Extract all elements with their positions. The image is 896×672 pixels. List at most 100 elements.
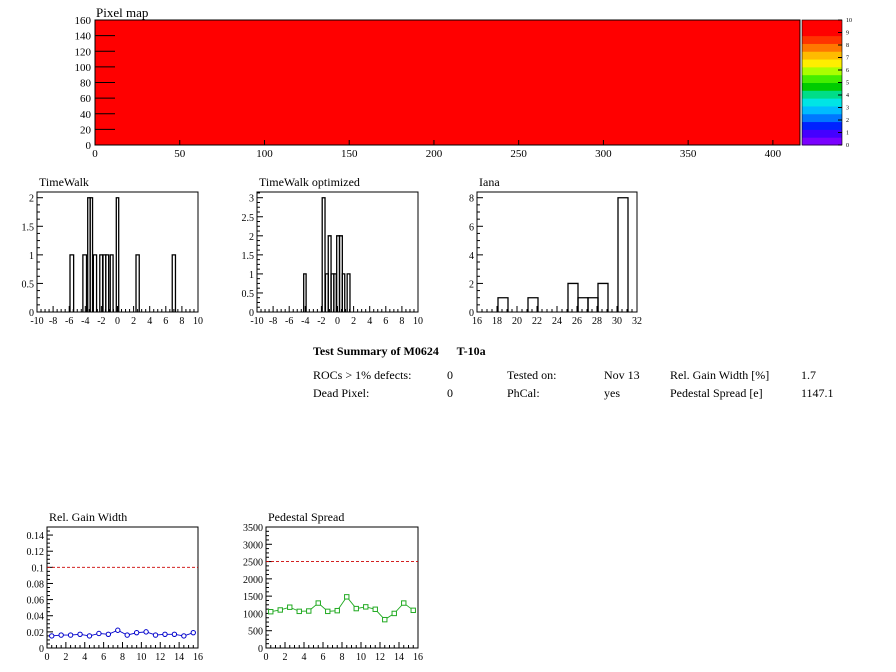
- rel-gain-width-point: [143, 629, 149, 635]
- iana-title: Iana: [479, 175, 500, 189]
- pedestal-spread-x-tick-label: 0: [264, 652, 269, 663]
- rel-gain-width-y-tick-label: 0: [39, 644, 44, 655]
- pedestal-spread-point: [382, 616, 388, 623]
- timewalk-y-tick-label: 0.5: [22, 279, 35, 290]
- rel-gain-width-point: [77, 631, 83, 637]
- rel-gain-width-series-line: [51, 629, 194, 637]
- rel-gain-width-point: [162, 631, 168, 637]
- rel-gain-width-y-tick-label: 0.12: [27, 547, 45, 558]
- pedestal-spread-point: [277, 607, 283, 613]
- iana-y-tick-label: 8: [469, 194, 474, 205]
- timewalk-x-tick-label: 4: [147, 316, 152, 327]
- pedestal-spread-y-tick-label: 2000: [243, 575, 263, 586]
- palette-swatch: [802, 51, 842, 60]
- timewalk-x-tick-label: 6: [163, 316, 168, 327]
- timewalk-optimized-bar: [341, 273, 346, 312]
- palette-tick-label: 5: [846, 81, 849, 87]
- pixel-map-x-tick-label: 0: [92, 148, 98, 160]
- phcal-label: PhCal:: [507, 386, 540, 400]
- rel-gain-width-value: 1.7: [801, 368, 816, 382]
- timewalk-optimized-x-tick-label: 4: [367, 316, 372, 327]
- rel-gain-width-point: [105, 631, 112, 637]
- timewalk-y-tick-label: 1.5: [22, 222, 35, 233]
- palette-swatch: [802, 105, 842, 115]
- palette-swatch: [802, 90, 842, 99]
- pixel-map-y-tick-label: 120: [75, 46, 92, 58]
- rel-gain-width-label: Rel. Gain Width [%]: [670, 368, 770, 382]
- palette-swatch: [802, 66, 842, 76]
- dead-pixel-label: Dead Pixel:: [313, 386, 370, 400]
- pedestal-spread-point: [334, 607, 340, 614]
- palette-tick-label: 1: [846, 131, 849, 137]
- rel-gain-width-x-tick-label: 14: [174, 652, 184, 663]
- palette-swatch: [802, 113, 842, 123]
- pedestal-spread-point: [296, 608, 302, 615]
- pedestal-spread-x-tick-label: 14: [394, 652, 404, 663]
- palette-tick-label: 0: [846, 143, 849, 149]
- timewalk-optimized-x-tick-label: -10: [250, 316, 263, 327]
- pedestal-spread-point: [372, 606, 378, 612]
- pixel-map-x-tick-label: 100: [256, 148, 273, 160]
- pixel-map-x-tick-label: 350: [680, 148, 697, 160]
- timewalk-optimized-y-tick-label: 2.5: [242, 213, 255, 224]
- pedestal-spread-y-tick-label: 2500: [243, 558, 263, 569]
- pedestal-spread-x-tick-label: 8: [340, 652, 345, 663]
- timewalk-bar: [92, 254, 98, 312]
- rel-gain-width-point: [115, 627, 121, 633]
- dead-pixel-value: 0: [447, 386, 453, 400]
- pedestal-spread-point: [353, 605, 359, 612]
- pedestal-spread-point: [287, 604, 293, 610]
- iana-x-tick-label: 24: [552, 316, 562, 327]
- pedestal-spread-point: [325, 608, 331, 615]
- timewalk-optimized-x-tick-label: 6: [383, 316, 388, 327]
- pedestal-spread-x-tick-label: 10: [356, 652, 366, 663]
- rel-gain-width-point: [67, 632, 74, 638]
- timewalk-optimized-x-tick-label: 0: [335, 316, 340, 327]
- rel-gain-width-x-tick-label: 16: [193, 652, 203, 663]
- pedestal-spread-y-tick-label: 1000: [243, 609, 263, 620]
- pedestal-spread-point: [268, 609, 274, 615]
- timewalk-bar: [109, 254, 114, 312]
- palette-swatch: [802, 137, 842, 146]
- timewalk-x-tick-label: 10: [193, 316, 203, 327]
- rel-gain-width-x-tick-label: 0: [45, 652, 50, 663]
- timewalk-bar: [82, 254, 88, 312]
- timewalk-optimized-x-tick-label: -4: [301, 316, 309, 327]
- pedestal-spread-point: [401, 600, 407, 606]
- timewalk-optimized-y-tick-label: 0: [249, 308, 254, 319]
- timewalk-y-tick-label: 1: [29, 251, 34, 262]
- pedestal-spread-y-tick-label: 1500: [243, 592, 263, 603]
- pixel-map-x-tick-label: 400: [765, 148, 782, 160]
- timewalk-optimized-x-tick-label: -6: [285, 316, 293, 327]
- iana-y-tick-label: 2: [469, 279, 474, 290]
- timewalk-x-tick-label: 8: [179, 316, 184, 327]
- pixel-map-y-tick-label: 100: [75, 62, 92, 74]
- iana-y-tick-label: 0: [469, 308, 474, 319]
- rel-gain-width-y-tick-label: 0.08: [27, 579, 45, 590]
- pixel-map-x-tick-label: 200: [426, 148, 443, 160]
- pedestal-spread-title: Pedestal Spread: [268, 510, 344, 524]
- tested-on-value: Nov 13: [604, 368, 640, 382]
- iana-x-tick-label: 28: [592, 316, 602, 327]
- rel-gain-width-point: [133, 629, 140, 636]
- iana-x-tick-label: 32: [632, 316, 642, 327]
- pixel-map-y-tick-label: 80: [80, 78, 92, 90]
- rel-gain-width-point: [124, 632, 130, 638]
- pixel-map-x-tick-label: 50: [174, 148, 186, 160]
- pedestal-spread-y-tick-label: 0: [258, 644, 263, 655]
- timewalk-optimized-y-tick-label: 3: [249, 194, 254, 205]
- timewalk-x-tick-label: -10: [30, 316, 43, 327]
- rel-gain-width-x-tick-label: 6: [101, 652, 106, 663]
- palette-tick-label: 8: [846, 43, 849, 49]
- palette-swatch: [802, 98, 842, 107]
- palette-swatch: [802, 43, 842, 52]
- pixel-map-x-tick-label: 150: [341, 148, 358, 160]
- pixel-map-x-tick-label: 250: [510, 148, 527, 160]
- timewalk-optimized-x-tick-label: 8: [399, 316, 404, 327]
- rel-gain-width-x-tick-label: 2: [63, 652, 68, 663]
- pedestal-spread-y-tick-label: 3000: [243, 540, 263, 551]
- iana-x-tick-label: 16: [472, 316, 482, 327]
- palette-tick-label: 3: [846, 106, 849, 112]
